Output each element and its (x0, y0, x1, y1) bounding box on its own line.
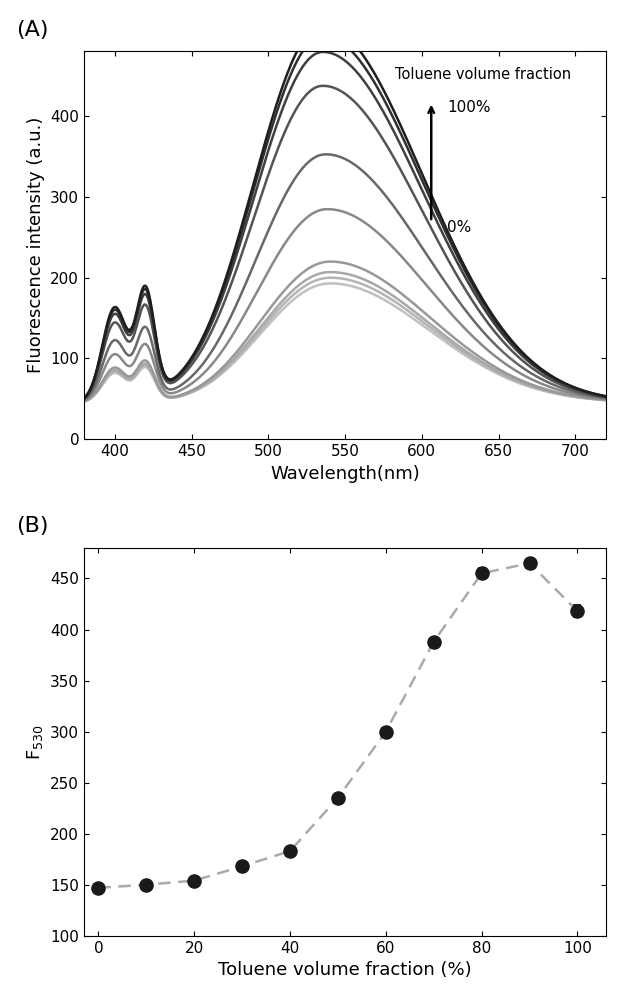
Text: 100%: 100% (447, 100, 490, 115)
Text: (A): (A) (16, 20, 49, 40)
Y-axis label: F$_{530}$: F$_{530}$ (24, 724, 45, 760)
Text: (B): (B) (16, 516, 49, 536)
Point (93, 880, 103, 896)
Text: Toluene volume fraction: Toluene volume fraction (394, 67, 571, 82)
Text: 0%: 0% (447, 220, 471, 235)
Point (189, 873, 199, 889)
X-axis label: Wavelength(nm): Wavelength(nm) (270, 465, 420, 483)
Y-axis label: Fluorescence intensity (a.u.): Fluorescence intensity (a.u.) (26, 117, 45, 373)
Point (285, 843, 295, 859)
Point (333, 790, 343, 806)
Point (525, 555, 535, 571)
X-axis label: Toluene volume fraction (%): Toluene volume fraction (%) (218, 961, 472, 979)
Point (141, 877, 151, 893)
Point (429, 634, 439, 650)
Point (572, 603, 582, 619)
Point (477, 565, 487, 581)
Point (381, 724, 391, 740)
Point (237, 858, 247, 874)
